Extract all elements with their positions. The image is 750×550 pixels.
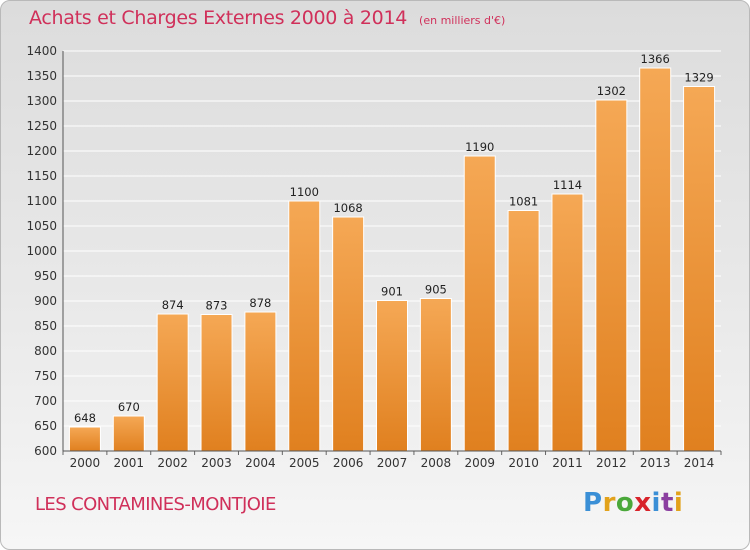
bar <box>639 67 672 452</box>
logo-letter: i <box>673 488 684 518</box>
x-tick-label: 2005 <box>289 456 320 470</box>
y-tick-label: 1300 <box>26 94 57 108</box>
bar <box>244 311 277 452</box>
data-label: 1366 <box>641 52 670 66</box>
x-tick-label: 2008 <box>421 456 452 470</box>
x-tick-label: 2011 <box>552 456 583 470</box>
y-tick-label: 1250 <box>26 119 57 133</box>
y-tick-label: 1200 <box>26 144 57 158</box>
x-tick-label: 2013 <box>640 456 671 470</box>
data-label: 873 <box>206 299 228 313</box>
x-tick-label: 2012 <box>596 456 627 470</box>
x-tick-label: 2000 <box>70 456 101 470</box>
logo-letter: o <box>615 488 635 518</box>
logo-letter: t <box>660 488 674 518</box>
y-tick-label: 900 <box>34 294 57 308</box>
data-label: 1114 <box>553 178 582 192</box>
data-label: 878 <box>249 296 271 310</box>
data-label: 1081 <box>509 195 538 209</box>
x-tick-label: 2009 <box>464 456 495 470</box>
bar <box>332 216 365 452</box>
proxiti-logo: Proxiti <box>583 488 683 518</box>
chart-unit: (en milliers d'€) <box>419 14 506 27</box>
y-tick-label: 750 <box>34 369 57 383</box>
chart-title-text: Achats et Charges Externes 2000 à 2014 <box>29 7 408 29</box>
chart-title: Achats et Charges Externes 2000 à 2014 (e… <box>29 7 505 29</box>
y-tick-label: 800 <box>34 344 57 358</box>
bar <box>419 298 452 452</box>
bar <box>683 86 716 452</box>
data-label: 905 <box>425 283 447 297</box>
data-label: 1302 <box>597 84 626 98</box>
x-tick-label: 2004 <box>245 456 276 470</box>
data-label: 670 <box>118 400 140 414</box>
x-tick-label: 2014 <box>684 456 715 470</box>
bar <box>68 426 101 452</box>
data-label: 901 <box>381 285 403 299</box>
x-tick-label: 2003 <box>201 456 232 470</box>
bar <box>200 314 233 452</box>
bar <box>463 155 496 452</box>
y-tick-label: 1050 <box>26 219 57 233</box>
y-tick-label: 1100 <box>26 194 57 208</box>
bar <box>551 193 584 452</box>
y-tick-label: 1000 <box>26 244 57 258</box>
y-tick-label: 600 <box>34 444 57 458</box>
bar <box>112 415 145 452</box>
commune-name: LES CONTAMINES-MONTJOIE <box>35 494 276 515</box>
y-tick-label: 650 <box>34 419 57 433</box>
logo-letter: r <box>602 488 616 518</box>
y-tick-label: 1400 <box>26 44 57 58</box>
data-label: 1100 <box>290 185 319 199</box>
y-tick-label: 850 <box>34 319 57 333</box>
x-tick-label: 2010 <box>508 456 539 470</box>
data-label: 648 <box>74 411 96 425</box>
x-tick-label: 2002 <box>157 456 188 470</box>
y-tick-label: 1350 <box>26 69 57 83</box>
y-tick-label: 950 <box>34 269 57 283</box>
data-label: 1329 <box>684 71 713 85</box>
data-label: 874 <box>162 298 184 312</box>
data-label: 1068 <box>333 201 362 215</box>
logo-letter: i <box>651 488 661 518</box>
bar <box>595 99 628 452</box>
logo-letter: P <box>583 488 603 518</box>
logo-letter: x <box>634 488 652 518</box>
data-label: 1190 <box>465 140 494 154</box>
y-tick-label: 700 <box>34 394 57 408</box>
bar <box>156 313 189 452</box>
x-tick-label: 2007 <box>377 456 408 470</box>
bar <box>288 200 321 452</box>
x-tick-label: 2001 <box>114 456 145 470</box>
bar <box>376 300 408 452</box>
x-tick-label: 2006 <box>333 456 364 470</box>
bar <box>507 210 540 452</box>
y-tick-label: 1150 <box>26 169 57 183</box>
